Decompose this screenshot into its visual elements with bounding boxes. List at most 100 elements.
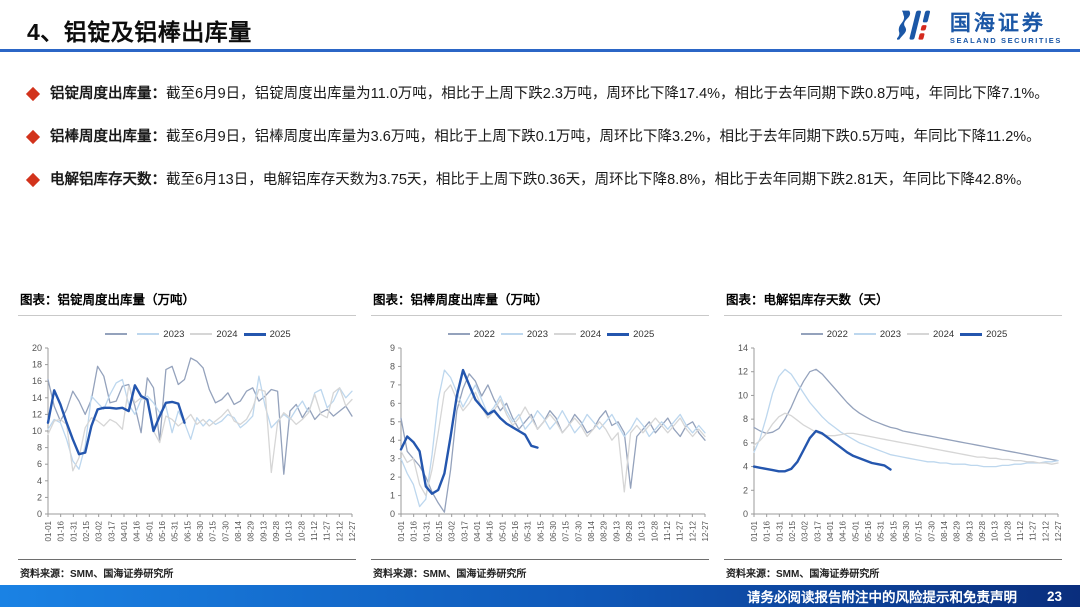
bullet-diamond-icon xyxy=(25,86,41,102)
legend-item-2024: 2024 xyxy=(907,329,954,340)
legend-label: 2024 xyxy=(216,328,238,340)
x-tick-label: 11-12 xyxy=(1016,520,1025,540)
x-tick-label: 12-12 xyxy=(688,520,697,541)
logo-name-en: SEALAND SECURITIES xyxy=(949,35,1062,45)
line-chart-ingot: 0 2 4 6 8 10 12 14 16 18 20 01-01 01-16 01-31 02-15 03-… xyxy=(18,340,357,558)
chart-title: 图表：电解铝库存天数（天） xyxy=(726,293,889,307)
bullet-lead: 铝锭周度出库量： xyxy=(50,86,166,102)
y-tick-label: 6 xyxy=(743,438,748,448)
legend-label: 2022 xyxy=(826,328,848,340)
x-tick-label: 07-30 xyxy=(221,520,230,541)
y-tick-label: 0 xyxy=(743,509,748,519)
y-tick-label: 10 xyxy=(32,426,42,436)
y-tick-label: 12 xyxy=(738,367,748,377)
legend-label: 2024 xyxy=(933,328,955,340)
legend-label: 2025 xyxy=(633,328,655,340)
chart-legend: 2022 2023 2024 2025 xyxy=(746,328,1062,340)
chart-title: 图表：铝棒周度出库量（万吨） xyxy=(373,293,549,307)
x-tick-label: 06-30 xyxy=(549,520,558,541)
y-tick-label: 5 xyxy=(390,417,395,427)
series-line-2023 xyxy=(400,369,706,508)
y-axis-labels: 0 2 4 6 8 10 12 14 16 18 20 xyxy=(32,343,42,519)
legend-swatch-2023 xyxy=(853,333,876,335)
x-tick-label: 07-15 xyxy=(562,520,571,541)
bullet-diamond-icon xyxy=(25,129,41,145)
legend-label: 2023 xyxy=(163,328,185,340)
y-tick-label: 12 xyxy=(32,409,42,419)
chart-legend: 2023 2024 2025 xyxy=(40,328,356,340)
bullet-body: 截至6月13日，电解铝库存天数为3.75天，相比于上周下跌0.36天，周环比下降… xyxy=(166,172,1031,188)
bullet-item-inventory-days: 电解铝库存天数：截至6月13日，电解铝库存天数为3.75天，相比于上周下跌0.3… xyxy=(25,170,1058,191)
x-tick-label: 04-01 xyxy=(826,520,835,541)
series-line-2025 xyxy=(399,368,539,495)
legend-item-2025: 2025 xyxy=(243,329,291,340)
bullet-item-ingot: 铝锭周度出库量：截至6月9日，铝锭周度出库量为11.0万吨，相比于上周下跌2.3… xyxy=(25,84,1058,105)
x-tick-label: 12-27 xyxy=(348,520,357,541)
y-tick-label: 10 xyxy=(738,390,748,400)
x-tick-label: 08-29 xyxy=(953,520,962,541)
chart-canvas: 0 2 4 6 8 10 12 14 16 18 20 01-01 01-16 01-31 02-15 03-… xyxy=(32,343,357,541)
y-tick-label: 9 xyxy=(390,343,395,353)
x-tick-label: 09-28 xyxy=(625,520,634,541)
x-tick-label: 05-01 xyxy=(498,520,507,541)
y-tick-label: 8 xyxy=(37,443,42,453)
x-tick-label: 04-01 xyxy=(120,520,129,541)
bullet-lead: 电解铝库存天数： xyxy=(50,172,166,188)
x-tick-label: 04-16 xyxy=(133,520,142,541)
legend-item-2024: 2024 xyxy=(554,329,601,340)
chart-panel-rod-outbound: 图表：铝棒周度出库量（万吨） 2022 2023 2024 2025 0 1 2 3 4 5 6 7… xyxy=(371,287,710,580)
legend-item-2024: 2024 xyxy=(190,328,238,340)
x-tick-label: 05-31 xyxy=(171,520,180,541)
x-tick-label: 01-16 xyxy=(57,520,66,541)
legend-swatch-2025 xyxy=(607,332,630,336)
x-tick-label: 01-01 xyxy=(44,520,53,541)
x-tick-label: 08-14 xyxy=(587,520,596,541)
x-tick-label: 12-27 xyxy=(701,520,710,541)
footer-disclaimer: 请务必阅读报告附注中的风险提示和免责声明 xyxy=(746,590,1017,605)
x-tick-label: 10-13 xyxy=(991,520,1000,541)
x-tick-label: 01-31 xyxy=(775,520,784,541)
legend-label: 2025 xyxy=(986,328,1008,340)
x-tick-label: 01-16 xyxy=(410,520,419,541)
x-tick-label: 09-28 xyxy=(272,520,281,541)
x-tick-label: 06-30 xyxy=(902,520,911,541)
y-tick-label: 14 xyxy=(32,393,42,403)
bullet-item-rod: 铝棒周度出库量：截至6月9日，铝棒周度出库量为3.6万吨，相比于上周下跌0.1万… xyxy=(25,127,1058,148)
x-tick-label: 11-27 xyxy=(676,520,685,540)
x-tick-label: 06-15 xyxy=(183,520,192,541)
line-chart-inventory-days: 0 2 4 6 8 10 12 14 01-01 01-16 01-31 02-15 03-02 03-1… xyxy=(724,340,1063,558)
bullet-lead: 铝棒周度出库量： xyxy=(50,129,166,145)
x-tick-label: 07-15 xyxy=(915,520,924,541)
charts-row: 图表：铝锭周度出库量（万吨） 2023 2024 2025 0 2 4 6 8 10 12 14 1… xyxy=(18,287,1063,580)
y-tick-label: 4 xyxy=(37,476,42,486)
x-tick-label: 07-30 xyxy=(574,520,583,541)
x-tick-label: 12-12 xyxy=(1041,520,1050,541)
x-tick-label: 11-27 xyxy=(323,520,332,540)
title-underline xyxy=(0,49,1080,52)
x-tick-label: 03-02 xyxy=(95,520,104,541)
x-tick-label: 05-01 xyxy=(851,520,860,541)
x-tick-label: 04-01 xyxy=(473,520,482,541)
chart-canvas: 0 1 2 3 4 5 6 7 8 9 01-01 01-16 01-31 02-15 03-02 03-17… xyxy=(390,343,710,541)
x-tick-label: 07-30 xyxy=(927,520,936,541)
y-tick-label: 8 xyxy=(743,414,748,424)
series-line-2024 xyxy=(47,385,353,474)
legend-swatch-2023 xyxy=(137,333,160,335)
x-tick-label: 11-12 xyxy=(310,520,319,540)
x-tick-label: 10-28 xyxy=(1003,520,1012,541)
y-tick-label: 6 xyxy=(390,398,395,408)
x-tick-label: 10-28 xyxy=(650,520,659,541)
y-tick-label: 18 xyxy=(32,360,42,370)
source-divider xyxy=(18,559,356,560)
x-tick-label: 05-16 xyxy=(864,520,873,541)
company-logo: 国海证券 SEALAND SECURITIES xyxy=(895,7,1062,50)
x-tick-label: 08-29 xyxy=(600,520,609,541)
x-tick-label: 06-30 xyxy=(196,520,205,541)
source-divider xyxy=(724,559,1062,560)
page-title: 4、铝锭及铝棒出库量 xyxy=(27,19,252,45)
logo-text: 国海证券 SEALAND SECURITIES xyxy=(950,12,1062,44)
chart-canvas: 0 2 4 6 8 10 12 14 01-01 01-16 01-31 02-15 03-02 03-1… xyxy=(738,343,1063,541)
series-line-2022 xyxy=(47,357,353,475)
x-axis-labels: 01-01 01-16 01-31 02-15 03-02 03-17 04-01 04-16… xyxy=(750,520,1063,541)
x-tick-label: 03-02 xyxy=(448,520,457,541)
